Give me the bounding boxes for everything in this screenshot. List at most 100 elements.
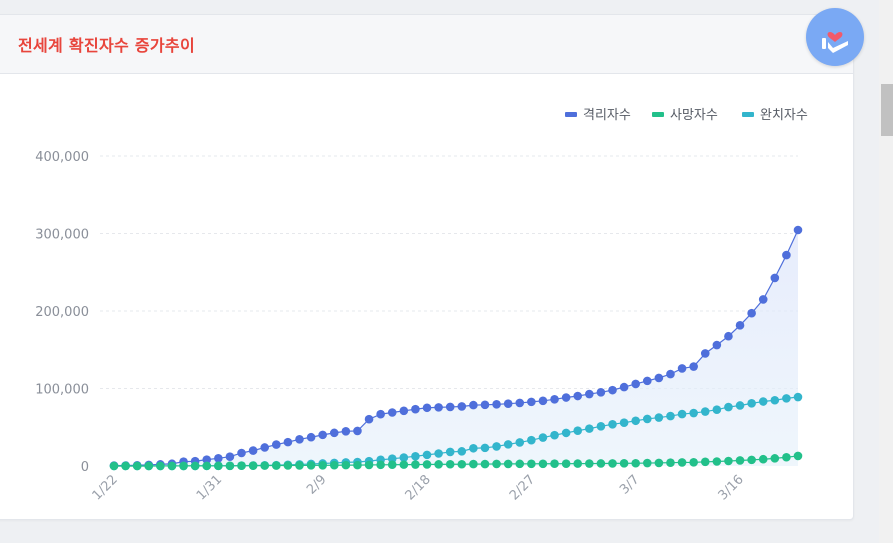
data-point (596, 422, 606, 431)
data-point (422, 403, 432, 413)
data-point (538, 433, 548, 442)
data-point (735, 401, 745, 410)
data-point (260, 443, 270, 452)
y-tick-label: 300,000 (35, 228, 89, 243)
data-point (469, 443, 478, 453)
data-point (596, 459, 606, 468)
data-point (782, 250, 791, 260)
data-point (561, 459, 571, 468)
data-point (527, 397, 536, 407)
data-point (480, 400, 490, 410)
data-point (573, 391, 583, 401)
data-point (457, 402, 467, 411)
data-point (770, 454, 780, 463)
series-area-confirmed (114, 229, 798, 466)
data-point (167, 461, 177, 471)
y-tick-label: 400,000 (35, 150, 89, 165)
data-point (283, 461, 293, 470)
data-point (527, 435, 536, 445)
data-point (237, 448, 246, 458)
data-point (689, 408, 698, 418)
data-point (550, 459, 559, 469)
data-point (341, 460, 351, 470)
data-point (190, 461, 200, 471)
scrollbar-thumb[interactable] (881, 84, 893, 136)
data-point (306, 432, 316, 442)
data-point (422, 460, 432, 469)
heart-hands-button[interactable] (806, 8, 864, 66)
data-point (782, 394, 791, 403)
data-point (329, 460, 339, 470)
data-point (260, 461, 270, 470)
data-point (156, 461, 165, 471)
data-point (735, 456, 745, 465)
data-point (608, 420, 617, 429)
data-point (573, 459, 583, 468)
data-point (700, 407, 710, 416)
data-point (642, 376, 652, 386)
data-point (538, 459, 548, 469)
data-point (492, 442, 501, 451)
data-point (770, 273, 780, 283)
data-point (399, 453, 409, 462)
data-point (445, 459, 455, 469)
data-point (677, 409, 687, 419)
data-point (445, 402, 455, 412)
data-point (677, 364, 687, 373)
data-point (654, 373, 664, 383)
data-point (272, 461, 281, 470)
data-point (503, 399, 513, 408)
y-tick-label: 200,000 (35, 305, 89, 320)
data-point (619, 459, 629, 468)
data-point (445, 447, 455, 457)
data-point (179, 461, 188, 471)
data-point (747, 308, 756, 318)
data-point (550, 430, 559, 440)
data-point (758, 295, 768, 304)
legend-label: 완치자수 (760, 108, 808, 123)
data-point (515, 398, 525, 408)
data-point (642, 414, 652, 424)
data-point (538, 396, 548, 406)
data-point (515, 459, 525, 469)
data-point (144, 461, 154, 471)
data-point (631, 379, 640, 389)
data-point (515, 438, 525, 447)
heart-hands-icon (822, 32, 848, 53)
scrollbar-track[interactable] (879, 0, 893, 543)
data-point (434, 460, 443, 469)
data-point (585, 459, 594, 468)
data-point (387, 454, 397, 464)
data-point (712, 340, 722, 350)
data-point (387, 408, 397, 417)
data-point (272, 440, 281, 449)
data-point (318, 430, 327, 440)
data-point (724, 331, 733, 341)
data-point (631, 416, 640, 426)
data-point (561, 428, 571, 438)
data-point (422, 450, 432, 460)
data-point (387, 460, 397, 470)
legend-swatch (565, 112, 577, 117)
data-point (608, 459, 617, 468)
data-point (411, 451, 420, 461)
data-point (689, 362, 698, 371)
data-point (364, 414, 374, 424)
data-point (353, 460, 362, 470)
data-point (480, 459, 490, 469)
data-point (619, 418, 629, 428)
data-point (376, 460, 385, 470)
data-point (492, 400, 501, 409)
data-point (700, 349, 710, 358)
legend-swatch (742, 112, 754, 117)
data-point (109, 461, 119, 471)
y-tick-label: 100,000 (35, 383, 89, 398)
data-point (793, 451, 803, 461)
data-point (411, 404, 420, 414)
data-point (747, 399, 756, 408)
data-point (295, 435, 304, 444)
data-point (121, 461, 130, 471)
data-point (642, 458, 652, 468)
x-tick-label: 2/18 (403, 472, 434, 503)
data-point (480, 443, 490, 453)
